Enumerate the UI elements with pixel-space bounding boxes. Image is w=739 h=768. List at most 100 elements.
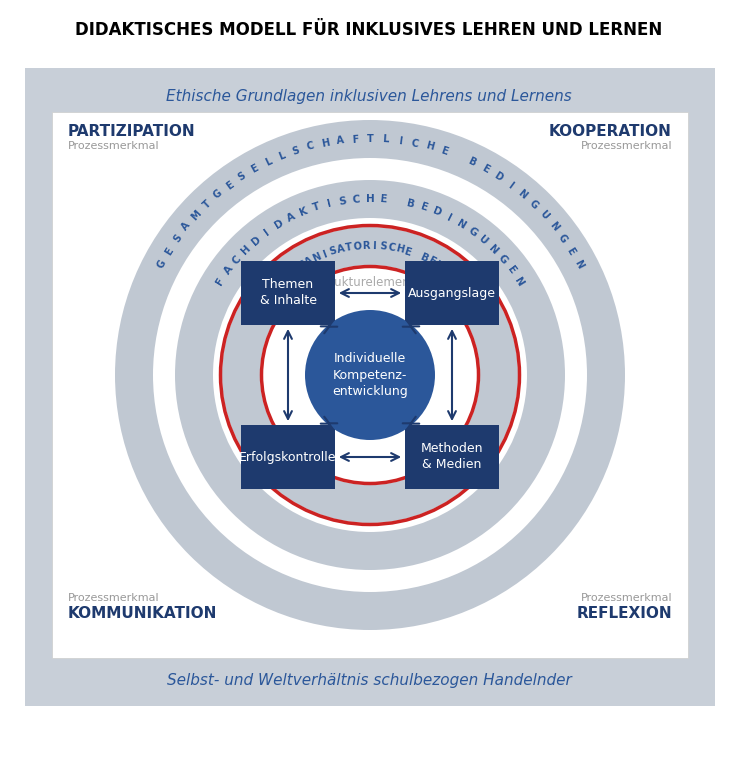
Text: L: L — [276, 275, 287, 286]
Text: H: H — [395, 243, 405, 255]
Text: H: H — [424, 141, 435, 153]
Text: I: I — [326, 198, 333, 209]
Text: Prozessmerkmal: Prozessmerkmal — [68, 593, 160, 603]
Text: Erfolgskontrolle: Erfolgskontrolle — [239, 451, 337, 464]
Text: N: N — [463, 287, 477, 300]
FancyBboxPatch shape — [405, 261, 499, 325]
Text: O: O — [282, 269, 295, 282]
Circle shape — [115, 120, 625, 630]
Text: E: E — [403, 246, 412, 257]
Text: Ethische Grundlagen inklusiven Lehrens und Lernens: Ethische Grundlagen inklusiven Lehrens u… — [166, 88, 572, 104]
Text: N: N — [455, 218, 468, 231]
Text: G: G — [556, 233, 569, 245]
Text: N: N — [513, 276, 526, 288]
Text: G: G — [469, 294, 482, 306]
Text: S: S — [236, 170, 248, 183]
Text: Selbst- und Weltverhältnis schulbezogen Handelnder: Selbst- und Weltverhältnis schulbezogen … — [166, 673, 571, 687]
Text: N: N — [516, 188, 528, 201]
Text: T: T — [367, 134, 373, 144]
Text: E: E — [480, 163, 491, 175]
Text: U: U — [270, 280, 282, 293]
Text: Prozessmerkmal: Prozessmerkmal — [580, 141, 672, 151]
Text: E: E — [419, 202, 429, 214]
Text: A: A — [180, 220, 193, 233]
Text: D: D — [431, 206, 443, 218]
Text: E: E — [439, 145, 449, 157]
Text: I: I — [441, 265, 450, 276]
Text: S: S — [291, 145, 301, 157]
Text: N: N — [572, 258, 585, 270]
Text: E: E — [163, 246, 175, 257]
Text: G: G — [452, 275, 465, 287]
FancyBboxPatch shape — [241, 261, 335, 325]
Text: Prozessmerkmal: Prozessmerkmal — [68, 141, 160, 151]
Text: L: L — [263, 156, 273, 168]
Text: I: I — [263, 227, 272, 237]
Text: E: E — [380, 194, 388, 205]
Text: G: G — [296, 259, 308, 272]
Text: Individuelle
Kompetenz-
entwicklung: Individuelle Kompetenz- entwicklung — [332, 352, 408, 399]
FancyBboxPatch shape — [405, 425, 499, 489]
Text: KOMMUNIKATION: KOMMUNIKATION — [68, 605, 217, 621]
Text: C: C — [352, 194, 361, 205]
Text: E: E — [426, 256, 437, 267]
Text: B: B — [418, 251, 429, 263]
Text: T: T — [311, 201, 321, 214]
Text: Methoden
& Medien: Methoden & Medien — [420, 442, 483, 472]
Text: N: N — [487, 243, 500, 257]
Text: U: U — [477, 234, 490, 247]
Text: C: C — [306, 141, 316, 152]
Text: A: A — [336, 243, 346, 255]
Text: R: R — [289, 263, 301, 276]
Text: S: S — [254, 301, 267, 313]
Text: D: D — [273, 218, 285, 231]
Bar — [25, 68, 715, 706]
Text: C: C — [386, 242, 396, 253]
Text: F: F — [351, 134, 358, 144]
Text: S: S — [171, 233, 183, 244]
Text: E: E — [224, 179, 235, 191]
Text: N: N — [477, 309, 490, 320]
Text: L: L — [381, 134, 389, 144]
Text: E: E — [250, 163, 260, 175]
Text: DIDAKTISCHES MODELL FÜR INKLUSIVES LEHREN UND LERNEN: DIDAKTISCHES MODELL FÜR INKLUSIVES LEHRE… — [75, 21, 663, 39]
Text: T: T — [201, 199, 213, 210]
Text: Prozessmerkmal: Prozessmerkmal — [580, 593, 672, 603]
Circle shape — [153, 158, 587, 592]
Text: U: U — [458, 280, 471, 293]
Text: D: D — [492, 170, 504, 183]
Text: Ausgangslage: Ausgangslage — [408, 286, 496, 300]
Text: A: A — [222, 264, 235, 276]
Text: B: B — [466, 156, 477, 168]
Text: B: B — [406, 198, 416, 210]
Text: H: H — [264, 286, 277, 300]
Text: I: I — [372, 241, 376, 251]
Text: T: T — [345, 242, 353, 253]
Text: K: K — [298, 206, 309, 218]
Text: H: H — [366, 194, 375, 204]
Text: G: G — [527, 198, 539, 211]
Text: S: S — [328, 246, 338, 257]
Text: C: C — [231, 253, 243, 266]
Text: G: G — [211, 188, 224, 201]
Text: O: O — [353, 241, 362, 252]
Text: F: F — [214, 276, 227, 287]
Text: REFLEXION: REFLEXION — [576, 605, 672, 621]
Circle shape — [213, 218, 527, 532]
Text: G: G — [497, 253, 510, 266]
Text: A: A — [285, 212, 296, 224]
Text: N: N — [547, 220, 560, 233]
Text: I: I — [506, 180, 514, 190]
Text: M: M — [189, 208, 203, 222]
Circle shape — [305, 310, 435, 440]
Bar — [52, 112, 688, 658]
Text: D: D — [250, 234, 263, 247]
Text: A: A — [304, 255, 316, 267]
FancyBboxPatch shape — [241, 425, 335, 489]
Text: H: H — [239, 243, 253, 257]
Circle shape — [175, 180, 565, 570]
Text: E: E — [565, 246, 577, 257]
Text: N: N — [446, 269, 458, 282]
Text: Themen
& Inhalte: Themen & Inhalte — [259, 279, 316, 307]
Text: D: D — [432, 259, 444, 272]
